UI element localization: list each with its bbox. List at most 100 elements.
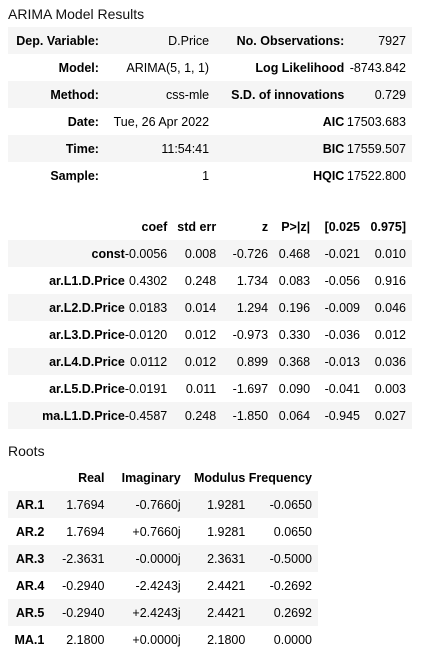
table-cell: 0.012 [184, 327, 217, 342]
table-cell: -0.945 [310, 402, 361, 429]
table-cell: +2.4243j [104, 599, 181, 626]
table-cell: -0.0000j [104, 545, 181, 572]
table-cell: 0.0000 [273, 632, 312, 647]
table-header-row: Real Imaginary Modulus Frequency [8, 464, 318, 491]
table-header-row: coef std err z P>|z| [0.025 0.975] [8, 213, 412, 240]
summary-label: Log Likelihood [209, 54, 345, 81]
table-cell: -0.0650 [245, 491, 318, 518]
table-cell: 0.027 [360, 402, 412, 429]
table-row: Date: Tue, 26 Apr 2022 AIC 17503.683 [8, 108, 412, 135]
table-row: AR.3 -2.3631 -0.0000j 2.3631 -0.5000 [8, 545, 318, 572]
table-cell: 1.294 [216, 294, 269, 321]
table-cell: 0.196 [268, 294, 311, 321]
summary-value: D.Price [98, 27, 210, 54]
table-cell: 0.064 [268, 402, 311, 429]
table-cell: -0.2692 [269, 578, 312, 593]
table-cell: 1.9281 [207, 524, 246, 539]
table-cell: -0.2940 [62, 578, 105, 593]
table-row: Method: css-mle S.D. of innovations 0.72… [8, 81, 412, 108]
column-header: Imaginary [121, 470, 181, 485]
table-cell: 0.330 [278, 327, 311, 342]
table-row: const -0.0056 0.008 -0.726 0.468 -0.021 … [8, 240, 412, 267]
table-cell: -1.850 [216, 402, 269, 429]
table-cell: 0.003 [374, 381, 406, 396]
summary-label: Time: [8, 135, 99, 162]
summary-label: Model: [8, 54, 99, 81]
table-row: Sample: 1 HQIC 17522.800 [8, 162, 412, 189]
row-label: AR.2 [15, 524, 45, 539]
column-header: Frequency [248, 470, 312, 485]
model-summary-table: Dep. Variable: D.Price No. Observations:… [8, 27, 412, 189]
table-cell: -0.021 [310, 240, 361, 267]
summary-value: 17559.507 [344, 135, 412, 162]
column-header [8, 464, 44, 491]
table-cell: 0.0650 [273, 524, 312, 539]
coefficients-table: coef std err z P>|z| [0.025 0.975] const… [8, 213, 412, 429]
summary-label: BIC [209, 135, 345, 162]
table-cell: -0.0191 [124, 381, 168, 396]
table-cell: -0.7660j [104, 491, 181, 518]
column-header: P>|z| [281, 219, 311, 234]
table-cell: -0.0056 [124, 240, 168, 267]
table-row: AR.5 -0.2940 +2.4243j 2.4421 0.2692 [8, 599, 318, 626]
row-label: AR.1 [8, 491, 45, 518]
table-cell: 0.083 [278, 273, 311, 288]
table-cell: -0.0120 [124, 327, 168, 342]
table-cell: -0.036 [324, 327, 361, 342]
table-cell: 1.9281 [180, 491, 246, 518]
table-row: ar.L2.D.Price 0.0183 0.014 1.294 0.196 -… [8, 294, 412, 321]
table-cell: 1.7694 [44, 491, 105, 518]
table-cell: -0.4587 [124, 402, 168, 429]
table-cell: 2.1800 [207, 632, 246, 647]
summary-value: 0.729 [344, 81, 412, 108]
table-cell: -0.5000 [245, 545, 318, 572]
table-cell: 0.046 [360, 294, 412, 321]
table-cell: 0.014 [167, 294, 217, 321]
table-cell: -0.009 [310, 294, 361, 321]
column-header [8, 213, 125, 240]
table-row: Model: ARIMA(5, 1, 1) Log Likelihood -87… [8, 54, 412, 81]
model-results-caption: ARIMA Model Results [8, 6, 145, 22]
table-row: Dep. Variable: D.Price No. Observations:… [8, 27, 412, 54]
column-header: z [261, 219, 269, 234]
table-cell: 0.008 [167, 240, 217, 267]
table-row: MA.1 2.1800 +0.0000j 2.1800 0.0000 [8, 626, 318, 653]
column-header: 0.975] [370, 219, 406, 234]
table-cell: 0.248 [167, 402, 217, 429]
table-row: ar.L5.D.Price -0.0191 0.011 -1.697 0.090… [8, 375, 412, 402]
column-header: std err [177, 219, 217, 234]
table-row: ar.L1.D.Price 0.4302 0.248 1.734 0.083 -… [8, 267, 412, 294]
table-cell: 1.734 [236, 273, 269, 288]
row-label: AR.3 [8, 545, 45, 572]
roots-table: Real Imaginary Modulus Frequency AR.1 1.… [8, 464, 318, 653]
table-cell: 0.368 [268, 348, 311, 375]
summary-value: 11:54:41 [98, 135, 210, 162]
table-row: Time: 11:54:41 BIC 17559.507 [8, 135, 412, 162]
row-label: ar.L2.D.Price [8, 294, 125, 321]
table-cell: 0.0183 [124, 294, 168, 321]
table-row: AR.4 -0.2940 -2.4243j 2.4421 -0.2692 [8, 572, 318, 599]
row-label: ar.L4.D.Price [8, 348, 125, 375]
table-cell: -1.697 [232, 381, 269, 396]
table-cell: 0.010 [360, 240, 412, 267]
table-cell: +0.0000j [132, 632, 181, 647]
summary-label: Date: [8, 108, 99, 135]
summary-label: Dep. Variable: [8, 27, 99, 54]
column-header: [0.025 [324, 219, 361, 234]
table-cell: -0.056 [324, 273, 361, 288]
summary-value: 17503.683 [344, 108, 412, 135]
row-label: ar.L3.D.Price [49, 327, 125, 342]
row-label: MA.1 [14, 632, 45, 647]
roots-caption: Roots [8, 443, 45, 459]
summary-value: ARIMA(5, 1, 1) [98, 54, 210, 81]
table-cell: -2.3631 [44, 545, 105, 572]
table-cell: 2.4421 [180, 599, 246, 626]
summary-value: 17522.800 [344, 162, 412, 189]
row-label: ar.L1.D.Price [49, 273, 125, 288]
summary-label: S.D. of innovations [209, 81, 345, 108]
table-cell: 0.011 [185, 381, 217, 396]
row-label: ar.L5.D.Price [49, 381, 125, 396]
column-header: coef [141, 219, 168, 234]
row-label: AR.5 [8, 599, 45, 626]
table-cell: -0.041 [324, 381, 361, 396]
